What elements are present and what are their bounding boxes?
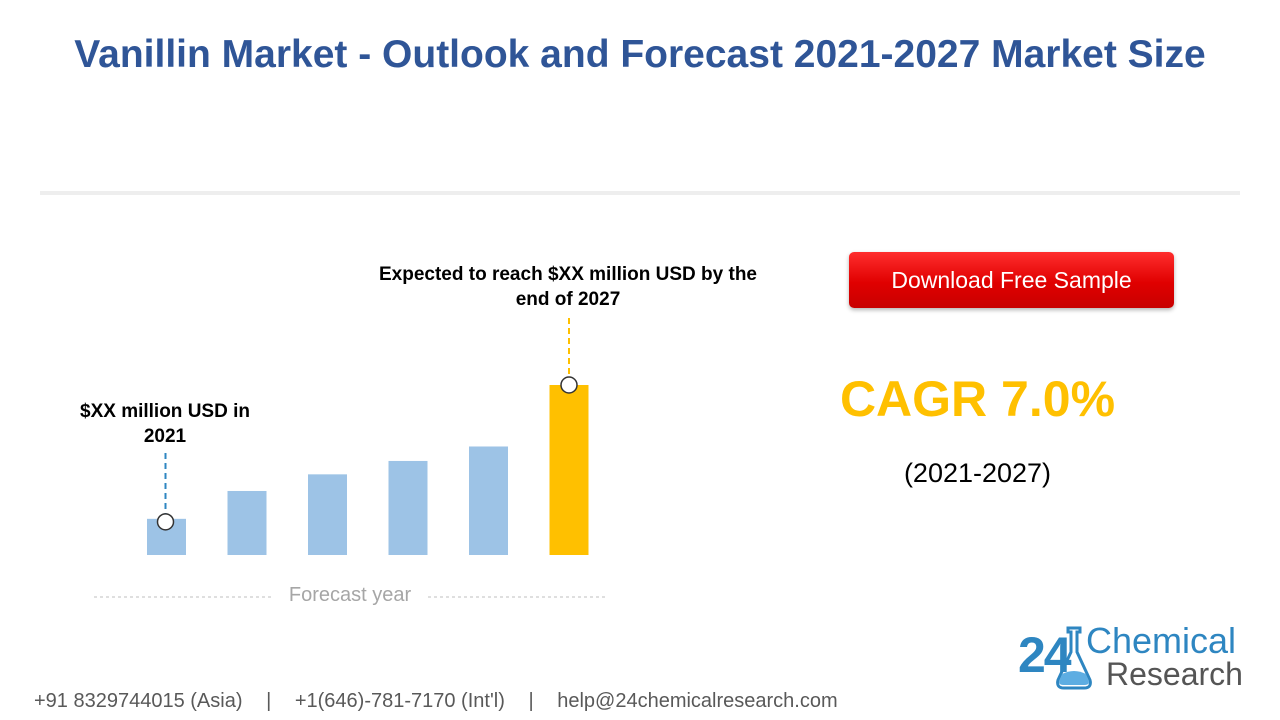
logo-text-chemical: Chemical <box>1086 620 1237 661</box>
title-divider <box>40 191 1240 195</box>
logo-number: 24 <box>1018 627 1072 683</box>
bar-6 <box>549 385 589 555</box>
page-title: Vanillin Market - Outlook and Forecast 2… <box>74 33 1206 76</box>
cagr-value: CAGR 7.0% <box>839 371 1116 427</box>
flask-icon <box>1056 626 1092 690</box>
start-marker <box>156 513 175 531</box>
x-axis-label: Forecast year <box>288 584 412 606</box>
bar-5 <box>469 446 508 555</box>
end-annotation: Expected to reach $XX million USD by the… <box>379 264 757 310</box>
footer-separator: | <box>528 690 534 712</box>
end-marker <box>560 376 578 394</box>
download-free-sample-button[interactable]: Download Free Sample <box>849 252 1174 308</box>
phone-asia[interactable]: +91 8329744015 (Asia) <box>34 690 243 712</box>
contact-email[interactable]: help@24chemicalresearch.com <box>557 690 838 712</box>
cagr-period: (2021-2027) <box>903 458 1052 488</box>
bar-4 <box>388 460 428 555</box>
phone-international[interactable]: +1(646)-781-7170 (Int'l) <box>294 690 505 712</box>
logo-text-research: Research <box>1106 656 1243 692</box>
start-annotation: $XX million USD in 2021 <box>80 401 250 447</box>
footer-separator: | <box>266 690 272 712</box>
bar-2 <box>227 490 267 555</box>
contact-footer: +91 8329744015 (Asia) | +1(646)-781-7170… <box>34 690 838 713</box>
company-logo[interactable]: 24 Chemical Research <box>1018 622 1253 694</box>
bar-3 <box>308 474 347 555</box>
